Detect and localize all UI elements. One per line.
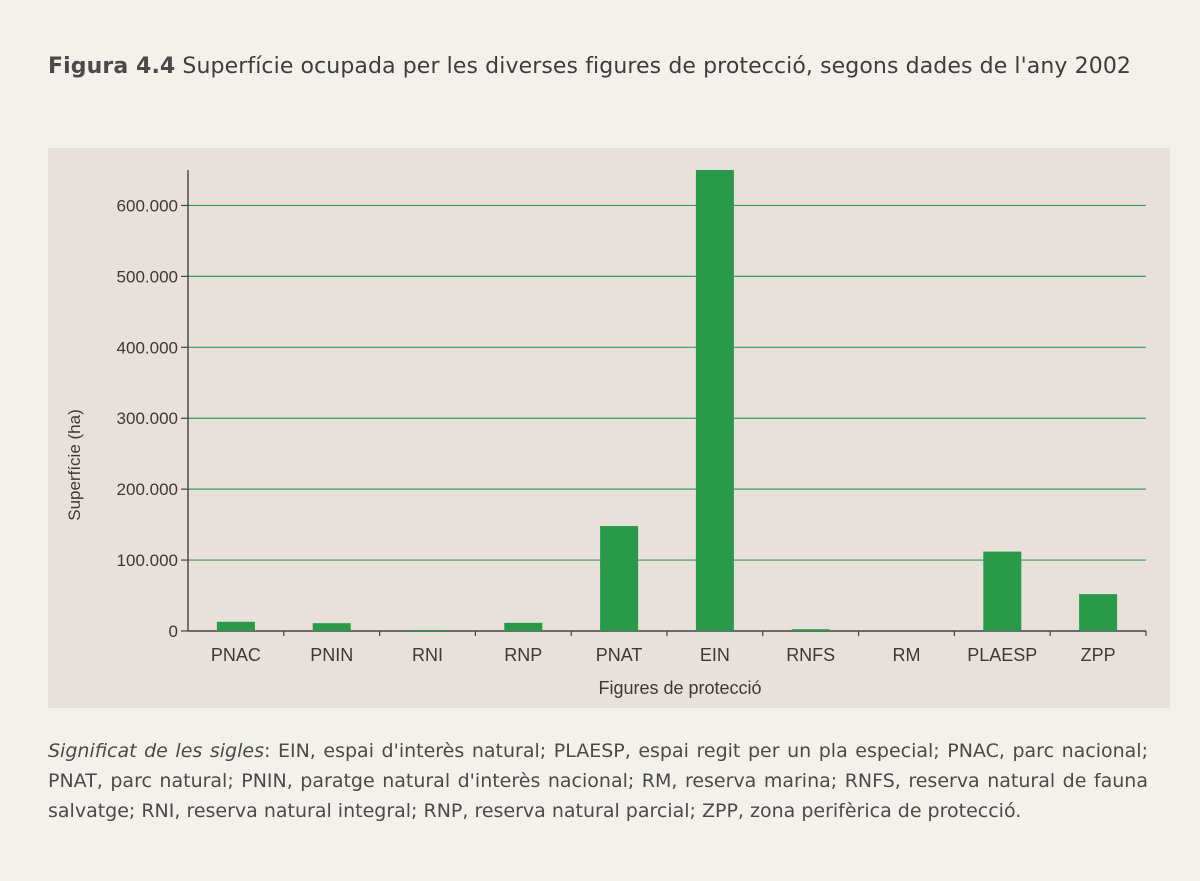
bar-pnac <box>216 621 255 631</box>
y-tick-label: 100.000 <box>117 551 178 570</box>
bar-pnat <box>600 526 639 631</box>
figure-caption: Figura 4.4 Superfície ocupada per les di… <box>48 50 1158 83</box>
bar-chart: Superfície (ha) Figures de protecció 0 10… <box>65 170 1147 698</box>
x-tick-label: RNP <box>504 645 542 665</box>
x-tick-label: ZPP <box>1081 645 1116 665</box>
bar-ein <box>695 170 734 631</box>
figure-label: Figura 4.4 <box>48 54 176 79</box>
bar-rni <box>408 629 447 631</box>
note-label: Significat de les sigles <box>48 740 264 762</box>
y-tick-label: 300.000 <box>117 409 178 428</box>
bar-rnp <box>504 622 543 631</box>
x-tick-label: RM <box>893 645 921 665</box>
figure-title: Superfície ocupada per les diverses figu… <box>182 54 1132 79</box>
y-tick-label: 500.000 <box>117 267 178 286</box>
bar-zpp <box>1079 594 1118 631</box>
x-axis-label: Figures de protecció <box>598 678 761 698</box>
acronyms-note: Significat de les sigles: EIN, espai d'i… <box>48 736 1148 826</box>
x-tick-label: RNFS <box>786 645 835 665</box>
x-tick-label: PNAC <box>211 645 261 665</box>
note-text: : EIN, espai d'interès natural; PLAESP, … <box>48 740 1148 822</box>
y-tick-label: 600.000 <box>117 196 178 215</box>
x-tick-label: PNAT <box>596 645 643 665</box>
x-tick-label: RNI <box>412 645 443 665</box>
y-axis-label: Superfície (ha) <box>65 409 84 521</box>
y-tick-label: 0 <box>169 622 178 641</box>
x-tick-label: PLAESP <box>967 645 1037 665</box>
bar-rnfs <box>791 629 830 631</box>
chart-panel: Superfície (ha) Figures de protecció 0 10… <box>48 148 1170 708</box>
bar-plaesp <box>983 551 1022 631</box>
bar-pnin <box>312 623 351 631</box>
y-tick-label: 400.000 <box>117 338 178 357</box>
x-tick-label: EIN <box>700 645 730 665</box>
y-tick-label: 200.000 <box>117 480 178 499</box>
x-tick-label: PNIN <box>310 645 353 665</box>
